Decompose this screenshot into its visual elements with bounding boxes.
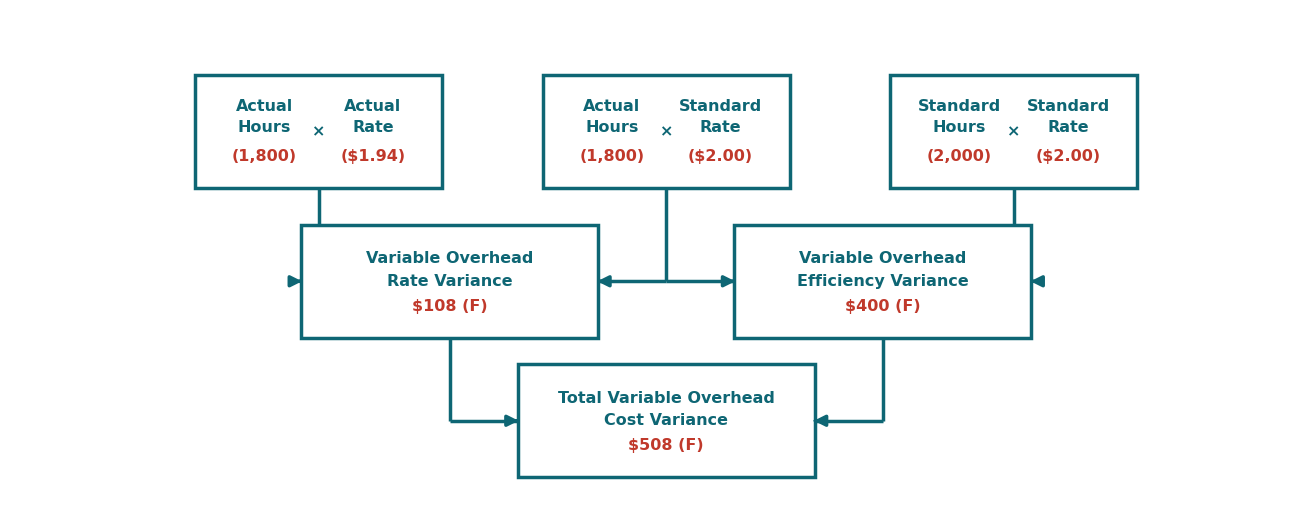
Text: $508 (F): $508 (F) bbox=[628, 438, 705, 453]
Text: ×: × bbox=[659, 124, 673, 139]
Text: ×: × bbox=[312, 124, 325, 139]
Text: Actual: Actual bbox=[235, 99, 292, 114]
Text: Hours: Hours bbox=[238, 120, 291, 135]
Text: Hours: Hours bbox=[585, 120, 638, 135]
Text: Standard: Standard bbox=[679, 99, 762, 114]
Text: Actual: Actual bbox=[344, 99, 402, 114]
Text: Hours: Hours bbox=[933, 120, 987, 135]
Text: ×: × bbox=[1008, 124, 1020, 139]
Text: Actual: Actual bbox=[584, 99, 641, 114]
FancyBboxPatch shape bbox=[195, 75, 442, 188]
Text: Cost Variance: Cost Variance bbox=[604, 413, 728, 428]
Text: (1,800): (1,800) bbox=[231, 149, 296, 164]
Text: Standard: Standard bbox=[918, 99, 1001, 114]
Text: Standard: Standard bbox=[1027, 99, 1110, 114]
Text: (1,800): (1,800) bbox=[580, 149, 645, 164]
FancyBboxPatch shape bbox=[302, 225, 598, 338]
Text: Efficiency Variance: Efficiency Variance bbox=[797, 274, 968, 289]
Text: $108 (F): $108 (F) bbox=[412, 299, 488, 314]
Text: Total Variable Overhead: Total Variable Overhead bbox=[558, 391, 775, 406]
Text: Rate: Rate bbox=[699, 120, 741, 135]
FancyBboxPatch shape bbox=[517, 364, 815, 477]
FancyBboxPatch shape bbox=[543, 75, 789, 188]
Text: Variable Overhead: Variable Overhead bbox=[367, 251, 533, 266]
Text: (2,000): (2,000) bbox=[927, 149, 992, 164]
Text: Rate: Rate bbox=[352, 120, 394, 135]
Text: Rate: Rate bbox=[1048, 120, 1089, 135]
Text: ($1.94): ($1.94) bbox=[341, 149, 406, 164]
FancyBboxPatch shape bbox=[734, 225, 1031, 338]
Text: ($2.00): ($2.00) bbox=[688, 149, 753, 164]
Text: $400 (F): $400 (F) bbox=[845, 299, 920, 314]
FancyBboxPatch shape bbox=[891, 75, 1138, 188]
Text: Rate Variance: Rate Variance bbox=[387, 274, 512, 289]
Text: Variable Overhead: Variable Overhead bbox=[800, 251, 966, 266]
Text: ($2.00): ($2.00) bbox=[1036, 149, 1101, 164]
